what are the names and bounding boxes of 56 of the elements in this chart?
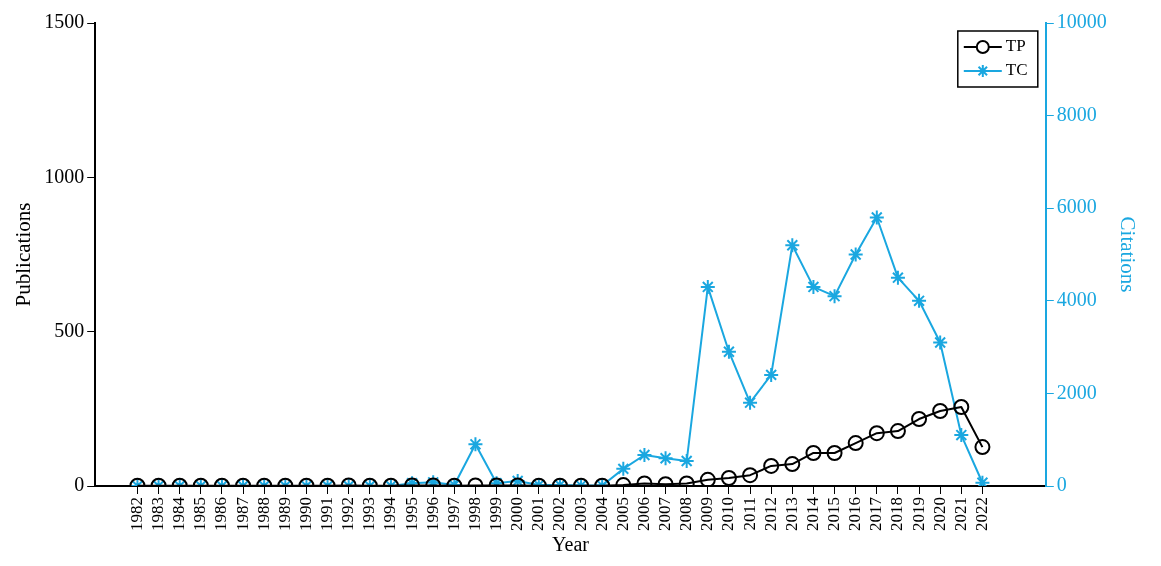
- y2-tick-label: 6000: [1056, 195, 1097, 218]
- x-tick-label: 2014: [802, 496, 822, 531]
- y-tick-label: 500: [54, 318, 85, 341]
- x-tick-label: 2000: [507, 497, 527, 531]
- y-tick-label: 1500: [44, 10, 85, 33]
- x-tick-label: 1991: [317, 497, 337, 531]
- x-tick-label: 1990: [295, 497, 315, 531]
- legend-label: TC: [1005, 60, 1028, 80]
- x-tick-label: 2002: [549, 497, 569, 531]
- x-tick-label: 1984: [169, 496, 189, 531]
- x-tick-label: 2015: [824, 497, 844, 531]
- y-tick-label: 0: [74, 473, 85, 496]
- x-tick-label: 1982: [126, 497, 146, 531]
- y2-tick-label: 8000: [1056, 102, 1097, 125]
- x-tick-label: 2009: [697, 497, 717, 531]
- x-tick-label: 1997: [443, 496, 463, 531]
- x-tick-label: 1993: [359, 497, 379, 531]
- x-tick-label: 1994: [380, 496, 400, 531]
- x-tick-label: 2016: [845, 497, 865, 531]
- x-tick-label: 2010: [718, 497, 738, 531]
- y2-tick-label: 2000: [1056, 380, 1097, 403]
- x-tick-label: 1999: [486, 497, 506, 531]
- x-tick-label: 1986: [211, 497, 231, 531]
- x-tick-label: 1998: [464, 497, 484, 531]
- x-tick-label: 2011: [739, 497, 759, 531]
- y2-tick-label: 10000: [1056, 10, 1107, 33]
- legend-label: TP: [1005, 36, 1026, 56]
- y2-tick-label: 4000: [1056, 288, 1097, 311]
- x-tick-label: 2018: [887, 497, 907, 531]
- x-tick-label: 1987: [232, 496, 252, 531]
- x-tick-label: 1989: [274, 497, 294, 531]
- x-tick-label: 2020: [929, 497, 949, 531]
- x-tick-label: 2013: [781, 497, 801, 531]
- x-axis-title: Year: [552, 533, 590, 556]
- x-tick-label: 1985: [190, 497, 210, 531]
- x-tick-label: 2019: [908, 497, 928, 531]
- x-tick-label: 1996: [422, 497, 442, 531]
- x-tick-label: 1988: [253, 497, 273, 531]
- y2-axis-title: Citations: [1115, 216, 1140, 293]
- y-axis-title: Publications: [11, 202, 36, 307]
- x-tick-label: 2004: [591, 496, 611, 531]
- x-tick-label: 2001: [528, 497, 548, 531]
- x-tick-label: 1995: [401, 497, 421, 531]
- y-tick-label: 1000: [44, 164, 85, 187]
- x-tick-label: 2021: [950, 497, 970, 531]
- x-tick-label: 2003: [570, 497, 590, 531]
- x-tick-label: 2006: [633, 497, 653, 531]
- x-tick-label: 2012: [760, 497, 780, 531]
- x-tick-label: 2007: [655, 496, 675, 531]
- x-tick-label: 1992: [338, 497, 358, 531]
- x-tick-label: 2005: [612, 497, 632, 531]
- y2-tick-label: 0: [1056, 473, 1067, 496]
- x-tick-label: 2022: [971, 497, 991, 531]
- x-tick-label: 2008: [676, 497, 696, 531]
- x-tick-label: 1983: [148, 497, 168, 531]
- x-tick-label: 2017: [866, 496, 886, 531]
